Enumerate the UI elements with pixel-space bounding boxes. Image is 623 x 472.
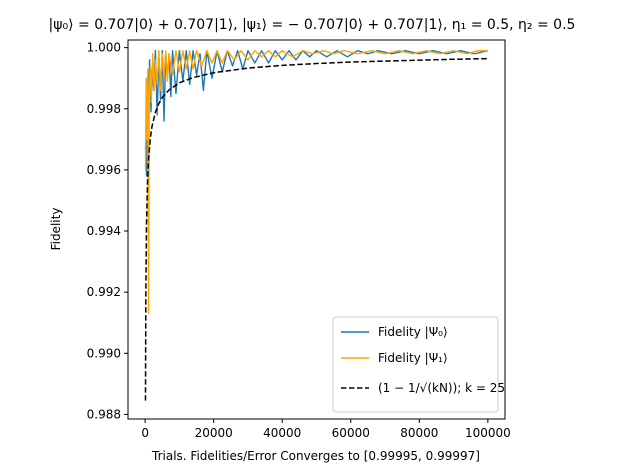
x-tick-label-4: 80000 [400,426,438,440]
y-tick-label-3: 0.994 [87,224,121,238]
y-tick-label-5: 0.998 [87,102,121,116]
x-tick-label-3: 60000 [332,426,370,440]
y-axis: 0.988 0.990 0.992 0.994 0.996 0.998 1.000 [87,41,128,421]
series-layer [144,50,489,401]
legend-box [332,316,499,413]
legend-entries: Fidelity |Ψ₀⟩ Fidelity |Ψ₁⟩ (1 − 1/√(kN));… [341,325,505,395]
chart-title: |ψ₀⟩ = 0.707|0⟩ + 0.707|1⟩, |ψ₁⟩ = − 0.7… [49,17,576,33]
x-axis: 0 20000 40000 60000 80000 100000 [141,419,511,440]
y-tick-label-1: 0.990 [87,346,121,360]
x-axis-label: Trials. Fidelities/Error Converges to [0… [151,449,480,463]
legend-label-0: Fidelity |Ψ₀⟩ [378,325,448,339]
series-line-1 [144,50,488,315]
legend-label-2: (1 − 1/√(kN)); k = 25 [378,381,505,395]
y-tick-label-6: 1.000 [87,41,121,55]
y-tick-label-4: 0.996 [87,163,121,177]
plot-frame [127,39,506,420]
x-tick-label-5: 100000 [465,426,511,440]
y-tick-label-2: 0.992 [87,285,121,299]
series-line-2 [144,57,488,401]
x-tick-label-0: 0 [141,426,149,440]
x-tick-label-1: 20000 [195,426,233,440]
y-axis-label: Fidelity [49,208,63,251]
y-tick-label-0: 0.988 [87,407,121,421]
legend-label-1: Fidelity |Ψ₁⟩ [378,351,448,365]
x-tick-label-2: 40000 [263,426,301,440]
legend: Fidelity |Ψ₀⟩ Fidelity |Ψ₁⟩ (1 − 1/√(kN));… [332,316,505,413]
